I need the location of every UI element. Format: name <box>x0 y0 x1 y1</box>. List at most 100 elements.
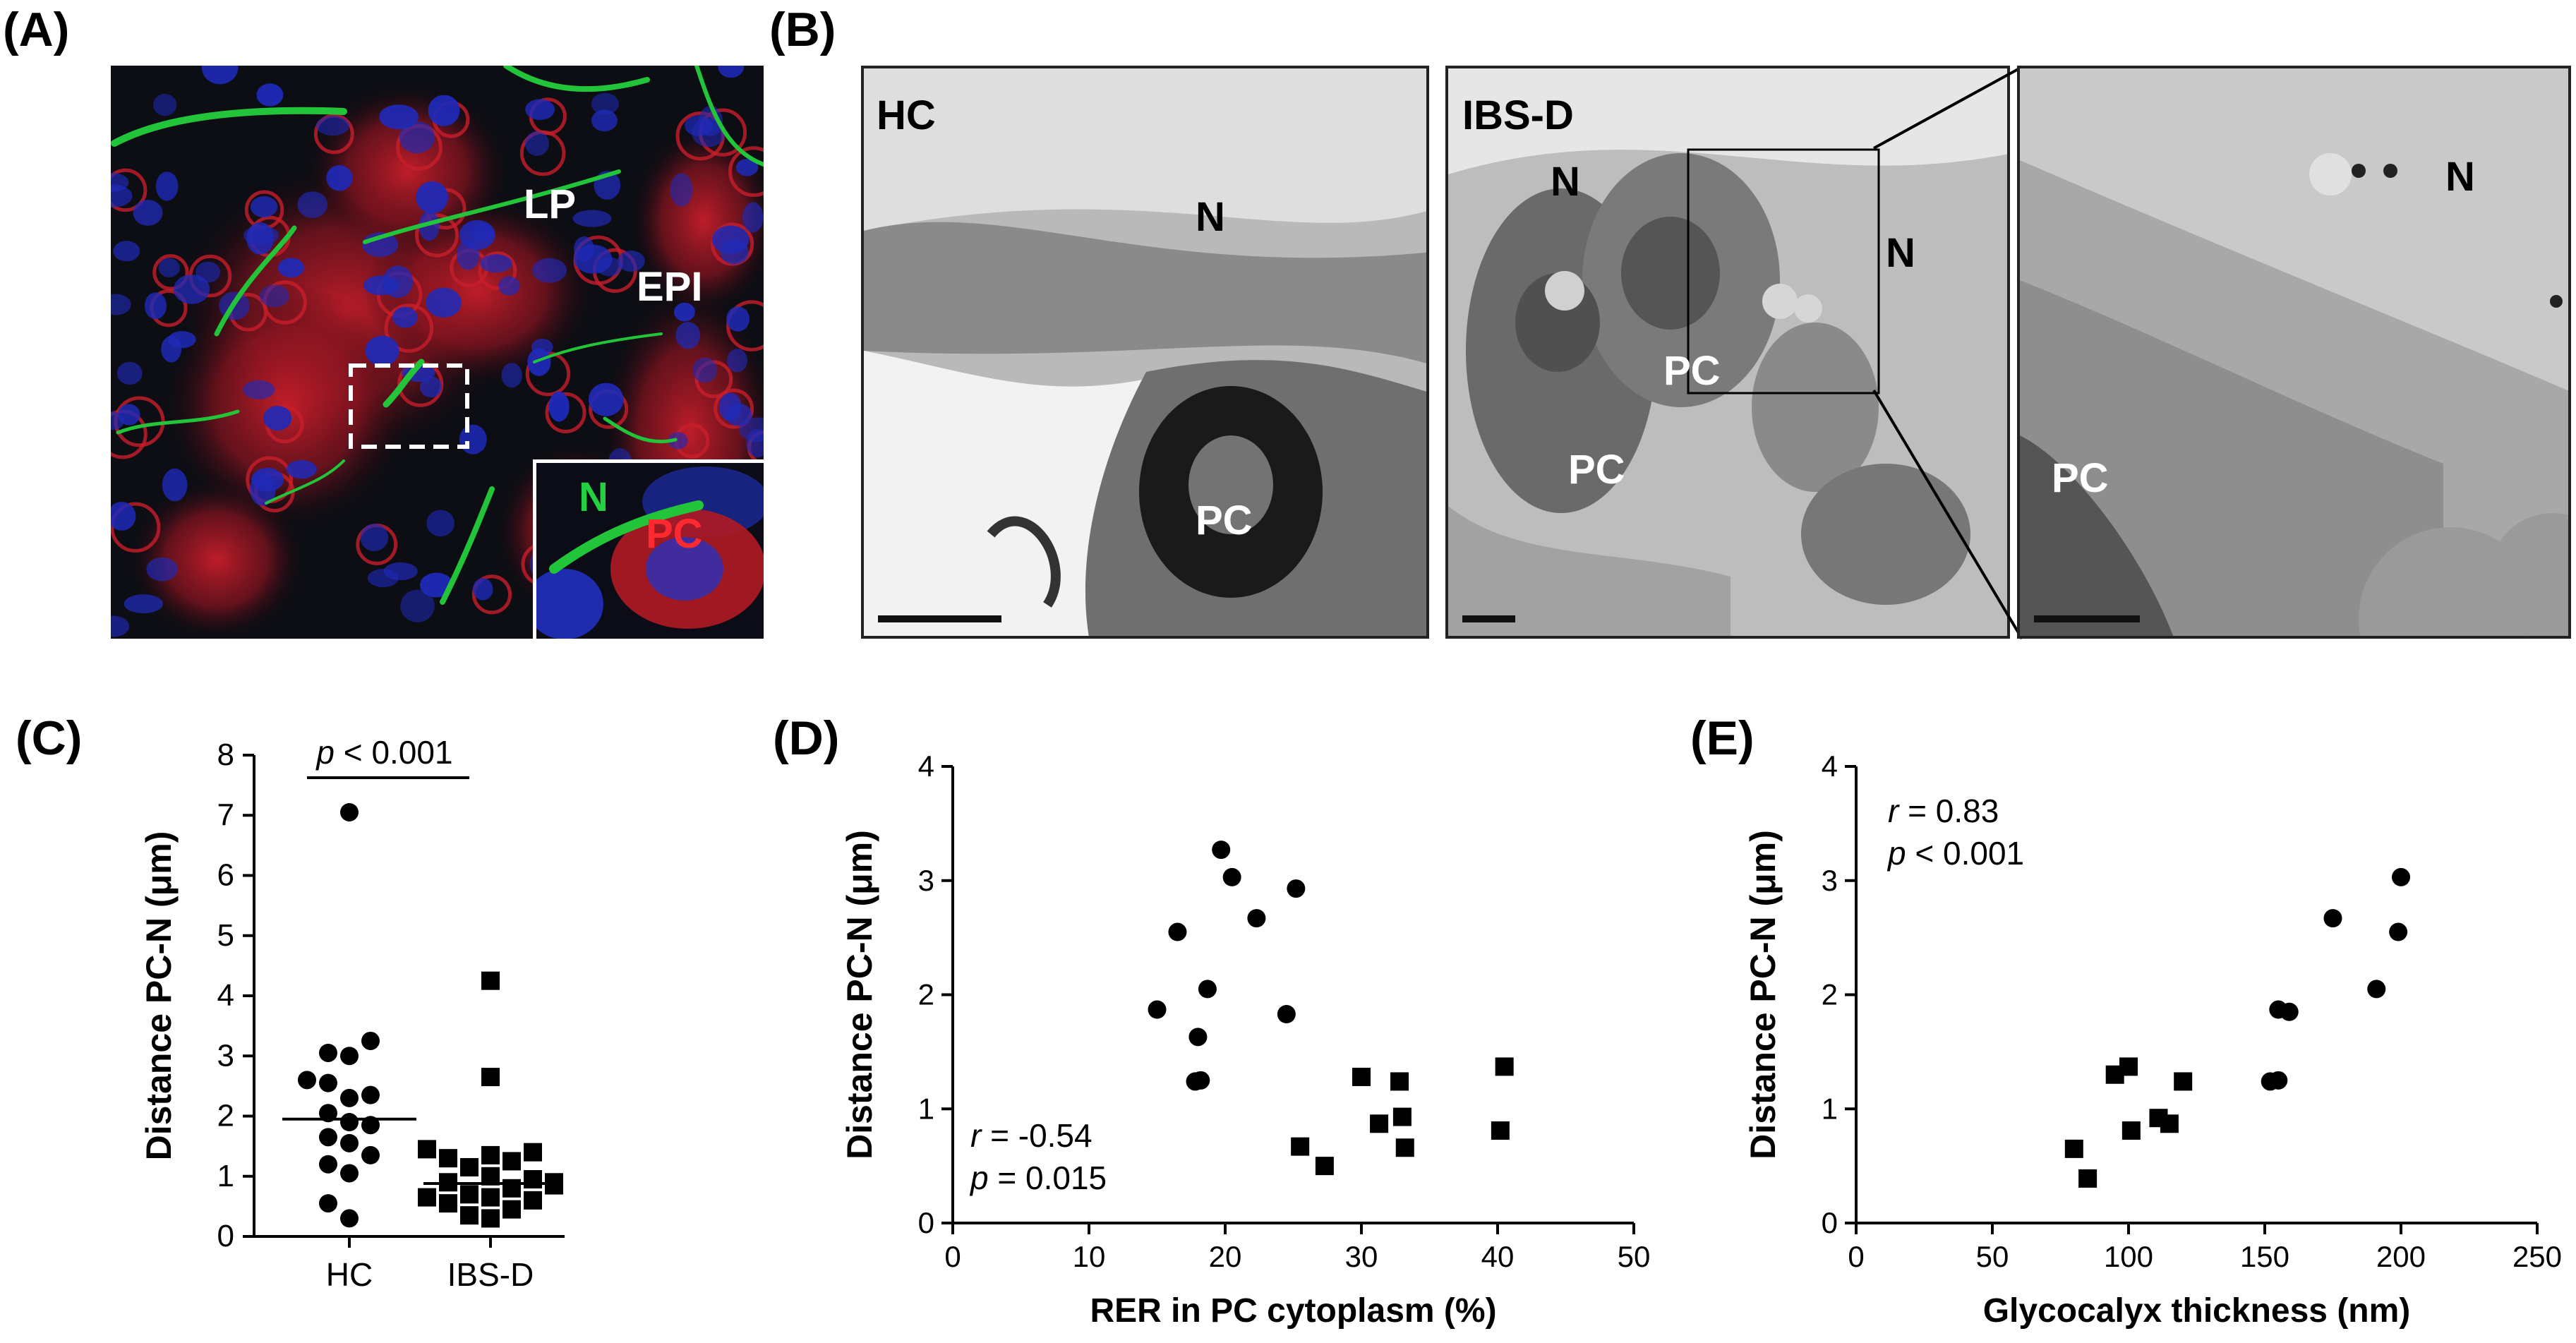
r-statistic: r = -0.54 <box>970 1117 1093 1154</box>
x-axis-label: Glycocalyx thickness (nm) <box>1983 1292 2411 1330</box>
nucleus <box>250 195 278 218</box>
em-zoom: N PC <box>2017 66 2571 639</box>
panel-e-letter: (E) <box>1690 711 1755 765</box>
data-point-ibs-d <box>2121 1121 2141 1140</box>
data-point-hc <box>340 1209 359 1228</box>
data-point-ibs-d <box>460 1185 479 1204</box>
p-value: < 0.001 <box>1906 835 2025 872</box>
x-tick-label: 150 <box>2240 1240 2289 1273</box>
y-tick-label: 4 <box>217 978 234 1013</box>
nucleus <box>162 468 188 502</box>
data-point-ibs-d <box>2174 1072 2193 1091</box>
cell-membrane <box>111 168 148 212</box>
y-tick-label: 2 <box>918 978 934 1011</box>
panel-a-micrograph: N PC LP EPI <box>111 66 764 639</box>
data-point-hc <box>1168 922 1187 941</box>
nucleus <box>246 222 275 255</box>
data-point-ibs-d <box>439 1194 457 1213</box>
nucleus <box>367 569 399 588</box>
data-point-ibs-d <box>1491 1121 1510 1140</box>
em-ibsd-label-n1: N <box>1551 159 1580 205</box>
nucleus <box>617 251 645 272</box>
data-point-hc <box>319 1043 337 1062</box>
data-point-hc <box>1188 1028 1208 1047</box>
p-value-annotation: p < 0.001 <box>315 734 452 771</box>
em-hc-image <box>864 68 1426 636</box>
r-statistic: r = 0.83 <box>1888 793 1999 829</box>
red-stain-region <box>132 482 301 637</box>
y-tick-label: 3 <box>918 864 934 897</box>
nucleus <box>392 306 418 328</box>
data-point-hc <box>340 1088 359 1107</box>
data-point-hc <box>361 1145 380 1164</box>
data-point-ibs-d <box>502 1152 521 1171</box>
y-tick-label: 0 <box>1822 1206 1838 1239</box>
x-tick-label: 50 <box>1618 1240 1651 1273</box>
data-point-hc <box>2280 1002 2299 1021</box>
p-statistic: p < 0.001 <box>1886 835 2024 872</box>
data-point-hc <box>340 1133 359 1152</box>
nucleus <box>243 380 275 399</box>
cell-membrane <box>726 300 764 351</box>
nucleus <box>473 578 493 601</box>
data-point-hc <box>2389 922 2408 941</box>
y-axis-label: Distance PC-N (μm) <box>139 831 179 1161</box>
em-ibsd-image <box>1448 68 2007 636</box>
chart-c-axes: 0 1 2 3 4 5 6 7 8 HC IBS-D Distance PC-N (μm) p < 0.… <box>139 734 565 1293</box>
p-symbol: p <box>969 1160 989 1196</box>
data-point-hc <box>2367 980 2386 999</box>
data-point-ibs-d <box>502 1179 521 1198</box>
nucleus <box>498 276 520 296</box>
x-tick-label: 40 <box>1481 1240 1515 1273</box>
nucleus <box>675 321 701 349</box>
panel-a-letter: (A) <box>3 3 70 56</box>
nucleus <box>155 171 179 201</box>
nucleus <box>591 109 618 132</box>
nucleus <box>297 191 328 218</box>
inset-image <box>536 466 764 639</box>
em-zoom-image <box>2020 68 2568 636</box>
r-value: = 0.83 <box>1898 793 1999 829</box>
em-hc-title: HC <box>877 92 936 138</box>
nucleus <box>416 181 448 214</box>
nucleus <box>692 357 718 383</box>
x-tick-label: 100 <box>2104 1240 2153 1273</box>
p-symbol: p <box>315 734 335 771</box>
data-point-ibs-d <box>2064 1139 2083 1158</box>
nucleus <box>428 95 460 126</box>
x-tick-label: 50 <box>1976 1240 2009 1273</box>
y-axis-label: Distance PC-N (μm) <box>1743 830 1783 1160</box>
nucleus <box>146 557 178 582</box>
y-tick-label: 2 <box>1822 978 1838 1011</box>
nucleus <box>524 131 549 156</box>
y-tick-label: 0 <box>918 1206 934 1239</box>
data-point-ibs-d <box>1395 1138 1414 1157</box>
nucleus <box>735 159 759 176</box>
data-point-hc <box>2269 1071 2288 1090</box>
data-point-hc <box>2392 867 2410 886</box>
nucleus <box>363 275 399 296</box>
nucleus <box>286 459 317 479</box>
nucleus <box>111 615 130 637</box>
nucleus <box>670 173 693 207</box>
cell-membrane <box>478 251 517 290</box>
nucleus <box>480 254 512 273</box>
nucleus <box>673 302 695 322</box>
nucleus <box>113 241 140 262</box>
y-tick-label: 4 <box>1822 749 1838 783</box>
p-statistic: p = 0.015 <box>969 1160 1107 1196</box>
data-point-hc <box>1277 1004 1296 1023</box>
label-lp: LP <box>524 181 577 227</box>
data-point-ibs-d <box>418 1140 436 1159</box>
data-point-hc <box>319 1155 337 1174</box>
nucleus <box>111 184 133 207</box>
data-point-hc <box>298 1071 316 1090</box>
cell-membrane <box>111 502 161 553</box>
em-ibsd-label-pc2: PC <box>1568 447 1625 493</box>
y-tick-label: 1 <box>217 1159 234 1193</box>
nucleus <box>471 223 494 243</box>
chart-c: 0 1 2 3 4 5 6 7 8 HC IBS-D Distance PC-N (μm) p < 0.… <box>139 734 565 1293</box>
data-point-ibs-d <box>502 1200 521 1219</box>
nucleus <box>718 392 742 421</box>
